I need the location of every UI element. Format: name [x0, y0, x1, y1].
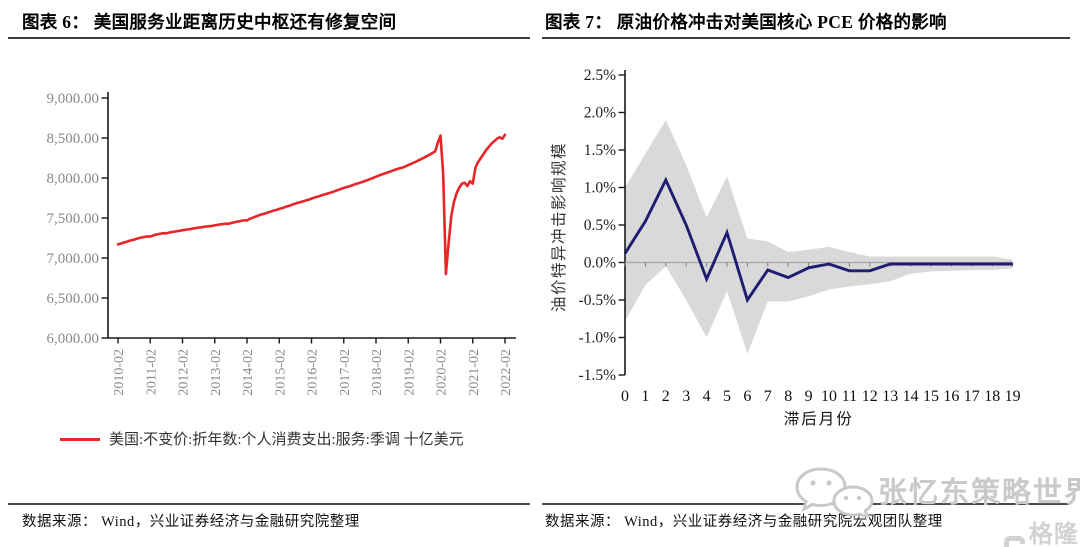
y-axis-title: 油价特异冲击影响规模: [550, 142, 568, 312]
x-tick-label: 2020-02: [435, 349, 450, 396]
y-tick-label: -0.5%: [579, 292, 617, 309]
gelonghui-icon: [1004, 536, 1025, 547]
x-axis-labels: 0 1 2 3 4 5 6 7 8 9 10 11 12 13 14 15 16 17 18 19: [621, 388, 1021, 405]
gelonghui-label: 格隆汇: [1028, 522, 1079, 547]
x-tick-label: 1: [641, 388, 649, 405]
impulse-response-line: [623, 176, 1013, 304]
x-tick-label: 8: [784, 388, 792, 405]
y-axis: 2.5% 2.0% 1.5% 1.0% 0.5% 0.0% -0.5% -1.0% -1.5%: [579, 67, 625, 384]
x-tick-label: 2012-02: [177, 349, 192, 396]
x-tick-label: 12: [862, 388, 878, 405]
x-tick-label: 2011-02: [144, 349, 159, 395]
x-tick-label: 15: [923, 388, 939, 405]
figure6-source: 数据来源： Wind，兴业证券经济与金融研究院整理: [22, 514, 360, 530]
y-tick-label: 1.0%: [584, 180, 616, 197]
x-tick-label: 5: [723, 388, 731, 405]
x-tick-label: 2022-02: [499, 349, 514, 396]
x-tick-label: 14: [903, 388, 919, 405]
x-tick-label: 4: [703, 388, 711, 405]
x-tick-label: 19: [1005, 388, 1021, 405]
x-tick-label: 2019-02: [402, 349, 417, 396]
figure6-title: 图表 6： 美国服务业距离历史中枢还有修复空间: [22, 12, 397, 32]
x-tick-label: 3: [682, 388, 690, 405]
figure7-source: 数据来源： Wind，兴业证券经济与金融研究院宏观团队整理: [545, 514, 943, 530]
x-tick-label: 2021-02: [467, 349, 482, 396]
x-tick-label: 11: [842, 388, 857, 405]
legend-label: 美国:不变价:折年数:个人消费支出:服务:季调 十亿美元: [109, 432, 464, 448]
gelonghui-logo: 格隆汇: [1004, 514, 1080, 547]
figure6-title-rule: [8, 37, 530, 39]
x-tick-label: 2015-02: [273, 349, 288, 396]
y-axis: 9,000.00 8,500.00 8,000.00 7,500.00 7,000.00…: [47, 91, 108, 347]
watermark-text: 张忆东策略世界: [878, 477, 1080, 509]
x-tick-label: 6: [743, 388, 751, 405]
x-tick-label: 17: [964, 388, 980, 405]
y-tick-label: 7,000.00: [47, 251, 100, 267]
y-tick-label: -1.5%: [579, 367, 617, 384]
figure7-chart: 2.5% 2.0% 1.5% 1.0% 0.5% 0.0% -0.5% -1.0% -1.5%0…: [550, 67, 1021, 428]
figure6-legend: 美国:不变价:折年数:个人消费支出:服务:季调 十亿美元: [60, 429, 510, 452]
y-tick-label: 2.0%: [584, 105, 616, 122]
pce-services-line: [116, 133, 507, 276]
y-tick-label: 8,000.00: [47, 171, 100, 187]
x-tick-label: 2016-02: [306, 349, 321, 396]
x-tick-label: 2: [662, 388, 670, 405]
x-tick-label: 2014-02: [241, 349, 256, 396]
y-tick-label: 6,000.00: [47, 331, 100, 347]
x-axis: 2010-02 2011-02 2012-02 2013-02 2014-02 2015-…: [112, 338, 514, 396]
y-tick-label: 6,500.00: [47, 291, 100, 307]
x-tick-label: 16: [943, 388, 959, 405]
confidence-band: [625, 120, 1013, 354]
x-tick-label: 13: [882, 388, 898, 405]
x-tick-label: 2018-02: [370, 349, 385, 396]
x-tick-label: 18: [984, 388, 1000, 405]
y-tick-label: 7,500.00: [47, 211, 100, 227]
axes: [107, 92, 516, 339]
y-tick-label: 1.5%: [584, 142, 616, 159]
y-tick-label: 2.5%: [584, 67, 616, 84]
figure7-title: 图表 7： 原油价格冲击对美国核心 PCE 价格的影响: [545, 12, 947, 32]
x-tick-label: 10: [821, 388, 837, 405]
y-tick-label: -1.0%: [579, 330, 617, 347]
y-tick-label: 8,500.00: [47, 131, 100, 147]
x-tick-label: 7: [764, 388, 772, 405]
x-tick-label: 2017-02: [338, 349, 353, 396]
figure7-title-rule: [542, 37, 1070, 39]
x-tick-label: 2013-02: [209, 349, 224, 396]
wechat-icon: [795, 467, 874, 517]
x-axis-title: 滞后月份: [784, 410, 854, 428]
figure6-bottom-rule: [8, 503, 530, 505]
legend-line-swatch: [60, 438, 100, 441]
x-tick-label: 2010-02: [112, 349, 127, 396]
y-tick-label: 0.5%: [584, 217, 616, 234]
figure6-chart: 9,000.00 8,500.00 8,000.00 7,500.00 7,000.00…: [47, 91, 516, 396]
y-tick-label: 9,000.00: [47, 91, 100, 107]
x-tick-label: 0: [621, 388, 629, 405]
x-tick-label: 9: [805, 388, 813, 405]
y-tick-label: 0.0%: [584, 255, 616, 272]
